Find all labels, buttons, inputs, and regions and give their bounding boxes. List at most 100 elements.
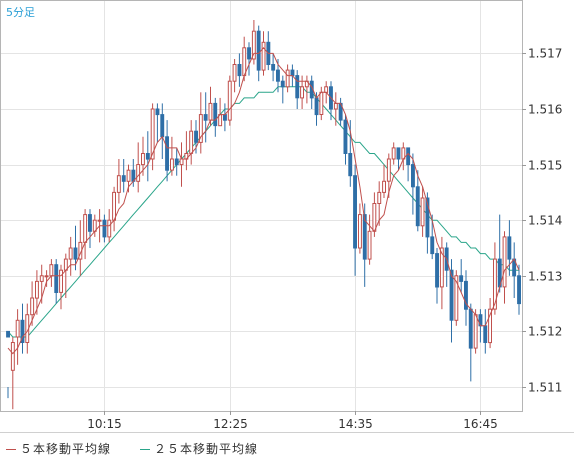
candle-body bbox=[261, 41, 266, 71]
candle bbox=[35, 270, 39, 315]
candle-body bbox=[411, 164, 415, 188]
candle bbox=[464, 270, 468, 326]
candle bbox=[411, 153, 415, 215]
y-tick-label: 1.511 bbox=[528, 381, 562, 395]
candle-body bbox=[435, 253, 440, 288]
candle-body bbox=[97, 219, 102, 222]
candle-body bbox=[468, 308, 473, 349]
candle bbox=[261, 31, 266, 76]
candle-body bbox=[223, 114, 227, 121]
candle-body bbox=[102, 219, 107, 238]
candle-body bbox=[382, 180, 387, 193]
candle-body bbox=[83, 214, 88, 243]
legend-ma25: ２５本移動平均線 bbox=[140, 440, 258, 457]
candle bbox=[102, 214, 107, 243]
candle-body bbox=[251, 30, 256, 60]
candle bbox=[213, 97, 218, 137]
candle-body bbox=[227, 80, 232, 121]
candle-body bbox=[242, 47, 247, 77]
candle-body bbox=[73, 247, 78, 260]
candle-body bbox=[213, 102, 218, 127]
candle-body bbox=[430, 236, 435, 255]
candle-body bbox=[256, 30, 261, 71]
candle-body bbox=[386, 158, 391, 182]
candle bbox=[15, 309, 20, 365]
candle bbox=[116, 159, 121, 204]
candle-body bbox=[348, 153, 353, 177]
candle bbox=[155, 103, 160, 143]
candle-body bbox=[271, 64, 276, 71]
y-tick-label: 1.517 bbox=[528, 47, 562, 61]
candle-body bbox=[232, 64, 237, 82]
candle-body bbox=[44, 275, 49, 278]
candle-body bbox=[464, 280, 468, 310]
y-tick-label: 1.515 bbox=[528, 159, 562, 173]
legend-ma5: ５本移動平均線 bbox=[6, 440, 111, 457]
candle-body bbox=[179, 158, 184, 166]
legend-ma25-swatch bbox=[140, 449, 150, 450]
candle-body bbox=[126, 169, 131, 182]
candle bbox=[367, 214, 372, 265]
y-tick-label: 1.514 bbox=[528, 214, 562, 228]
candle-body bbox=[319, 91, 324, 116]
candle bbox=[502, 231, 507, 304]
candle bbox=[439, 236, 444, 310]
candle bbox=[141, 136, 145, 176]
candle bbox=[6, 330, 10, 399]
ma25-layer bbox=[7, 86, 519, 338]
candle-body bbox=[449, 269, 454, 321]
candle bbox=[73, 225, 78, 271]
candle-body bbox=[203, 114, 208, 121]
candle-body bbox=[391, 147, 396, 160]
candle-body bbox=[459, 275, 464, 282]
grid-lines bbox=[1, 1, 522, 411]
candle-body bbox=[493, 258, 497, 310]
candle-body bbox=[300, 86, 305, 99]
candle bbox=[280, 75, 285, 104]
y-axis-ticks: 1.511 1.512 1.513 1.514 1.515 1.516 1.517 bbox=[522, 47, 562, 395]
candle-body bbox=[314, 97, 319, 116]
candle-body bbox=[396, 147, 401, 160]
period-label: 5分足 bbox=[6, 6, 35, 19]
candle-body bbox=[39, 275, 44, 282]
candle bbox=[10, 337, 15, 410]
x-tick-label: 10:15 bbox=[87, 417, 122, 431]
candle-body bbox=[290, 69, 295, 77]
legend-ma25-label: ２５本移動平均線 bbox=[154, 442, 259, 456]
candle-body bbox=[343, 119, 348, 154]
candle bbox=[203, 92, 208, 143]
candle bbox=[353, 164, 358, 276]
candle bbox=[237, 53, 242, 87]
candle-body bbox=[165, 136, 170, 171]
candle-body bbox=[362, 214, 367, 260]
candle bbox=[145, 131, 150, 182]
candle-body bbox=[198, 114, 203, 143]
x-tick-label: 12:25 bbox=[213, 417, 248, 431]
candle bbox=[247, 42, 252, 76]
candle bbox=[44, 270, 49, 287]
candle-body bbox=[112, 191, 116, 221]
candle bbox=[415, 170, 420, 232]
candle-body bbox=[439, 247, 444, 288]
candle bbox=[488, 298, 493, 349]
candle-body bbox=[30, 297, 35, 316]
candle-body bbox=[194, 130, 199, 143]
candle-body bbox=[517, 275, 521, 305]
candle bbox=[343, 114, 348, 165]
candle-body bbox=[425, 197, 430, 238]
candle bbox=[459, 259, 464, 293]
candle bbox=[507, 220, 512, 276]
candle-body bbox=[276, 69, 280, 82]
candle bbox=[232, 59, 237, 93]
x-tick-label: 14:35 bbox=[338, 417, 373, 431]
legend-ma5-label: ５本移動平均線 bbox=[20, 442, 112, 456]
ma5-line bbox=[7, 47, 520, 355]
candle-body bbox=[415, 186, 420, 227]
candle-body bbox=[353, 175, 358, 249]
candle-body bbox=[107, 219, 112, 238]
candle bbox=[251, 20, 256, 65]
candle-body bbox=[420, 197, 425, 227]
candle-body bbox=[49, 264, 54, 277]
candle-body bbox=[208, 102, 213, 121]
